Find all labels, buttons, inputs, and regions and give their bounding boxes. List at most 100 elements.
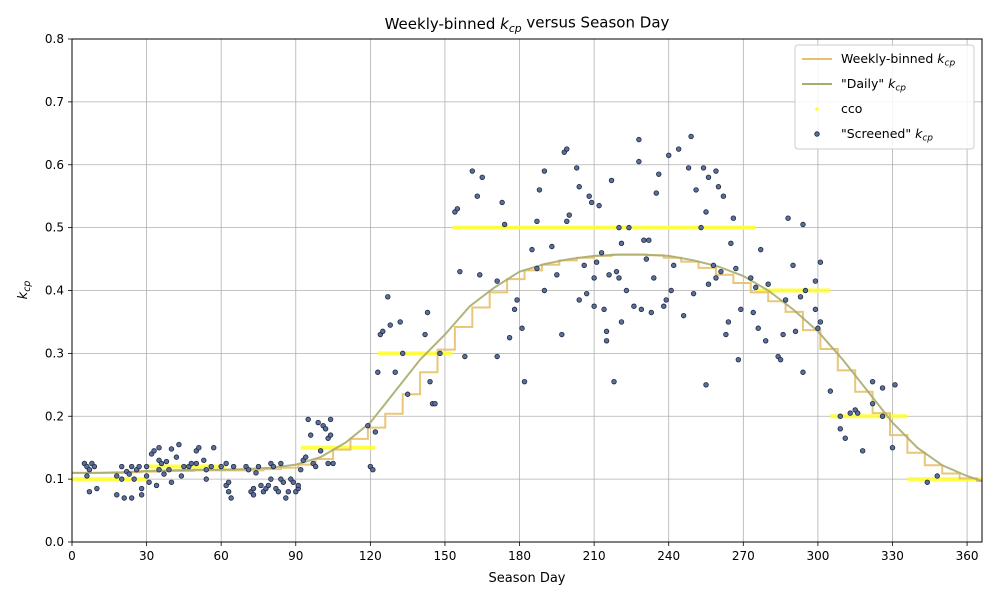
screened-point — [588, 199, 595, 206]
screened-point — [156, 466, 162, 473]
legend-label: "Daily" kcp​ — [841, 76, 906, 94]
screened-point — [762, 338, 769, 344]
screened-point — [392, 369, 398, 375]
screened-point — [312, 463, 319, 470]
screened-point — [477, 272, 483, 278]
screened-point — [114, 473, 120, 479]
screened-point — [519, 325, 525, 331]
screened-point — [581, 262, 587, 269]
screened-point — [86, 489, 93, 495]
screened-point — [564, 146, 570, 152]
screened-point — [720, 193, 727, 199]
screened-point — [780, 331, 786, 338]
screened-point — [636, 158, 642, 165]
screened-point — [255, 463, 262, 470]
screened-point — [703, 382, 709, 388]
screened-point — [258, 482, 264, 489]
screened-point — [758, 246, 764, 253]
screened-point — [250, 492, 257, 498]
screened-point — [685, 165, 692, 171]
screened-point — [422, 331, 428, 338]
screened-point — [755, 325, 761, 331]
screened-point — [641, 237, 647, 243]
screened-point — [668, 287, 674, 294]
screened-point — [583, 290, 590, 297]
y-tick-label: 0.5 — [45, 221, 64, 235]
screened-point — [713, 168, 719, 174]
weekly-series — [72, 253, 982, 483]
y-axis-ticks: 0.0 0.1 0.2 0.3 0.4 0.5 0.6 0.7 0.8 — [45, 32, 72, 549]
screened-point — [317, 448, 324, 454]
screened-point — [576, 184, 582, 190]
screened-point — [196, 444, 202, 451]
screened-point — [817, 259, 824, 265]
screened-point — [879, 385, 886, 391]
screened-point — [138, 492, 145, 498]
screened-point — [303, 454, 309, 460]
y-tick-label: 0.0 — [45, 535, 64, 549]
screened-point — [283, 495, 289, 501]
screened-point — [698, 224, 704, 231]
screened-point — [218, 463, 224, 470]
screened-point — [387, 322, 393, 328]
screened-point — [536, 187, 543, 193]
screened-point — [370, 466, 376, 473]
screened-point — [158, 460, 165, 467]
screened-point — [653, 190, 659, 196]
screened-point — [879, 413, 886, 419]
screened-point — [601, 306, 607, 313]
y-axis-label: kcp​ — [16, 281, 33, 300]
screened-point — [564, 218, 570, 225]
screened-point — [136, 463, 142, 470]
screened-point — [541, 168, 548, 174]
screened-point — [511, 306, 518, 313]
screened-point — [591, 275, 597, 281]
screened-point — [603, 338, 610, 344]
x-tick-label: 60 — [214, 549, 229, 563]
screened-point — [521, 378, 528, 385]
screened-point — [298, 466, 304, 473]
screened-point — [479, 174, 485, 181]
daily-line — [72, 253, 983, 482]
screened-point — [330, 460, 336, 467]
screened-point — [554, 272, 560, 278]
screened-point — [596, 202, 602, 209]
screened-point — [432, 400, 438, 407]
screened-point — [643, 256, 650, 262]
screened-point — [253, 470, 259, 476]
screened-point — [723, 331, 729, 338]
screened-point — [270, 463, 277, 470]
screened-point — [626, 224, 632, 231]
screened-point — [728, 240, 734, 247]
screened-point — [812, 306, 819, 313]
x-tick-label: 300 — [806, 549, 829, 563]
screened-point — [295, 482, 301, 489]
screened-point — [457, 268, 463, 275]
screened-point — [670, 262, 677, 269]
screened-point — [889, 444, 896, 451]
screened-point — [529, 246, 535, 253]
screened-point — [143, 463, 150, 470]
x-tick-label: 0 — [68, 549, 76, 563]
screened-point — [181, 463, 187, 470]
screened-point — [153, 482, 160, 489]
x-tick-label: 30 — [139, 549, 154, 563]
screened-point — [307, 432, 314, 438]
x-axis-label: Season Day — [489, 571, 566, 586]
screened-point — [131, 476, 137, 482]
screened-point — [225, 479, 232, 485]
x-tick-label: 150 — [433, 549, 456, 563]
screened-point — [514, 297, 520, 303]
screened-point — [618, 319, 625, 325]
screened-point — [228, 495, 234, 501]
screened-point — [203, 476, 209, 482]
y-tick-label: 0.1 — [45, 472, 64, 486]
screened-point — [121, 495, 127, 501]
screened-point — [188, 460, 195, 467]
x-tick-label: 210 — [583, 549, 606, 563]
screened-point — [705, 281, 712, 287]
screened-point — [322, 426, 329, 432]
screened-point — [800, 369, 806, 375]
screened-point — [208, 463, 214, 470]
screened-point — [827, 388, 834, 394]
